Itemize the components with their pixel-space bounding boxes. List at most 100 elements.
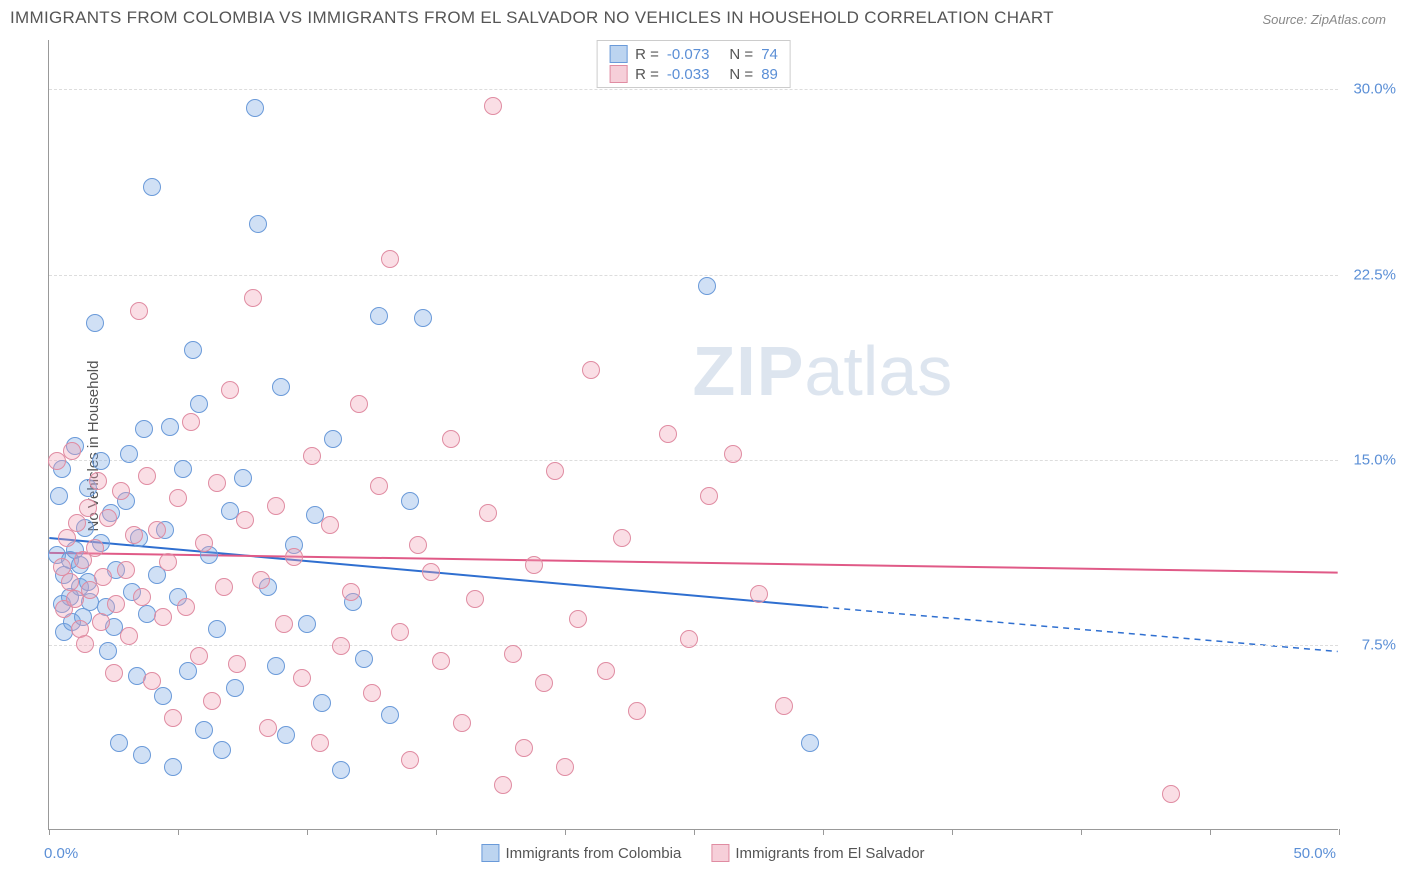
scatter-point (750, 585, 768, 603)
scatter-point (613, 529, 631, 547)
scatter-point (169, 489, 187, 507)
n-label: N = (729, 66, 753, 83)
scatter-point (370, 477, 388, 495)
scatter-point (112, 482, 130, 500)
legend-item: Immigrants from Colombia (481, 844, 681, 862)
scatter-point (252, 571, 270, 589)
scatter-point (79, 499, 97, 517)
x-tick-mark (1081, 829, 1082, 835)
scatter-point (226, 679, 244, 697)
scatter-point (275, 615, 293, 633)
scatter-point (182, 413, 200, 431)
scatter-point (107, 595, 125, 613)
scatter-point (409, 536, 427, 554)
scatter-point (117, 561, 135, 579)
scatter-point (99, 509, 117, 527)
scatter-point (246, 99, 264, 117)
scatter-point (120, 445, 138, 463)
n-label: N = (729, 46, 753, 63)
x-tick-mark (1339, 829, 1340, 835)
scatter-point (159, 553, 177, 571)
trend-lines (49, 40, 1338, 829)
n-value: 74 (761, 46, 778, 63)
scatter-point (130, 302, 148, 320)
scatter-point (221, 381, 239, 399)
legend-swatch (609, 65, 627, 83)
grid-line (49, 460, 1338, 461)
scatter-point (466, 590, 484, 608)
scatter-point (92, 613, 110, 631)
scatter-point (249, 215, 267, 233)
scatter-point (381, 250, 399, 268)
scatter-point (355, 650, 373, 668)
legend-label: Immigrants from Colombia (505, 845, 681, 862)
scatter-point (190, 647, 208, 665)
scatter-point (525, 556, 543, 574)
scatter-point (484, 97, 502, 115)
chart-title: IMMIGRANTS FROM COLOMBIA VS IMMIGRANTS F… (10, 8, 1054, 28)
scatter-point (89, 472, 107, 490)
scatter-point (154, 687, 172, 705)
scatter-point (164, 758, 182, 776)
scatter-point (143, 178, 161, 196)
y-tick-label: 30.0% (1353, 81, 1396, 98)
scatter-point (311, 734, 329, 752)
scatter-point (99, 642, 117, 660)
scatter-point (277, 726, 295, 744)
y-tick-label: 22.5% (1353, 266, 1396, 283)
scatter-point (370, 307, 388, 325)
scatter-point (432, 652, 450, 670)
x-tick-mark (307, 829, 308, 835)
x-axis-max-label: 50.0% (1293, 845, 1336, 862)
scatter-point (125, 526, 143, 544)
scatter-point (58, 529, 76, 547)
r-value: -0.033 (667, 66, 710, 83)
scatter-point (50, 487, 68, 505)
x-tick-mark (952, 829, 953, 835)
scatter-point (267, 497, 285, 515)
scatter-point (504, 645, 522, 663)
r-label: R = (635, 66, 659, 83)
scatter-point (61, 573, 79, 591)
scatter-point (208, 620, 226, 638)
scatter-point (184, 341, 202, 359)
legend-swatch (609, 45, 627, 63)
scatter-point (801, 734, 819, 752)
scatter-point (724, 445, 742, 463)
scatter-point (363, 684, 381, 702)
scatter-point (148, 521, 166, 539)
scatter-point (342, 583, 360, 601)
grid-line (49, 275, 1338, 276)
scatter-point (110, 734, 128, 752)
scatter-point (105, 664, 123, 682)
scatter-point (401, 751, 419, 769)
scatter-point (298, 615, 316, 633)
source-attribution: Source: ZipAtlas.com (1262, 12, 1386, 27)
scatter-point (680, 630, 698, 648)
scatter-point (236, 511, 254, 529)
scatter-point (698, 277, 716, 295)
scatter-point (133, 588, 151, 606)
scatter-point (63, 442, 81, 460)
scatter-point (228, 655, 246, 673)
x-tick-mark (436, 829, 437, 835)
scatter-point (422, 563, 440, 581)
scatter-point (94, 568, 112, 586)
scatter-point (453, 714, 471, 732)
scatter-point (597, 662, 615, 680)
grid-line (49, 89, 1338, 90)
watermark: ZIPatlas (693, 331, 953, 411)
scatter-point (700, 487, 718, 505)
scatter-point (332, 761, 350, 779)
y-tick-label: 7.5% (1362, 636, 1396, 653)
legend-label: Immigrants from El Salvador (735, 845, 924, 862)
scatter-point (582, 361, 600, 379)
correlation-legend-row: R = -0.073N = 74 (609, 45, 778, 63)
scatter-point (154, 608, 172, 626)
scatter-point (92, 452, 110, 470)
scatter-point (1162, 785, 1180, 803)
scatter-point (303, 447, 321, 465)
scatter-point (86, 539, 104, 557)
scatter-point (332, 637, 350, 655)
scatter-point (267, 657, 285, 675)
